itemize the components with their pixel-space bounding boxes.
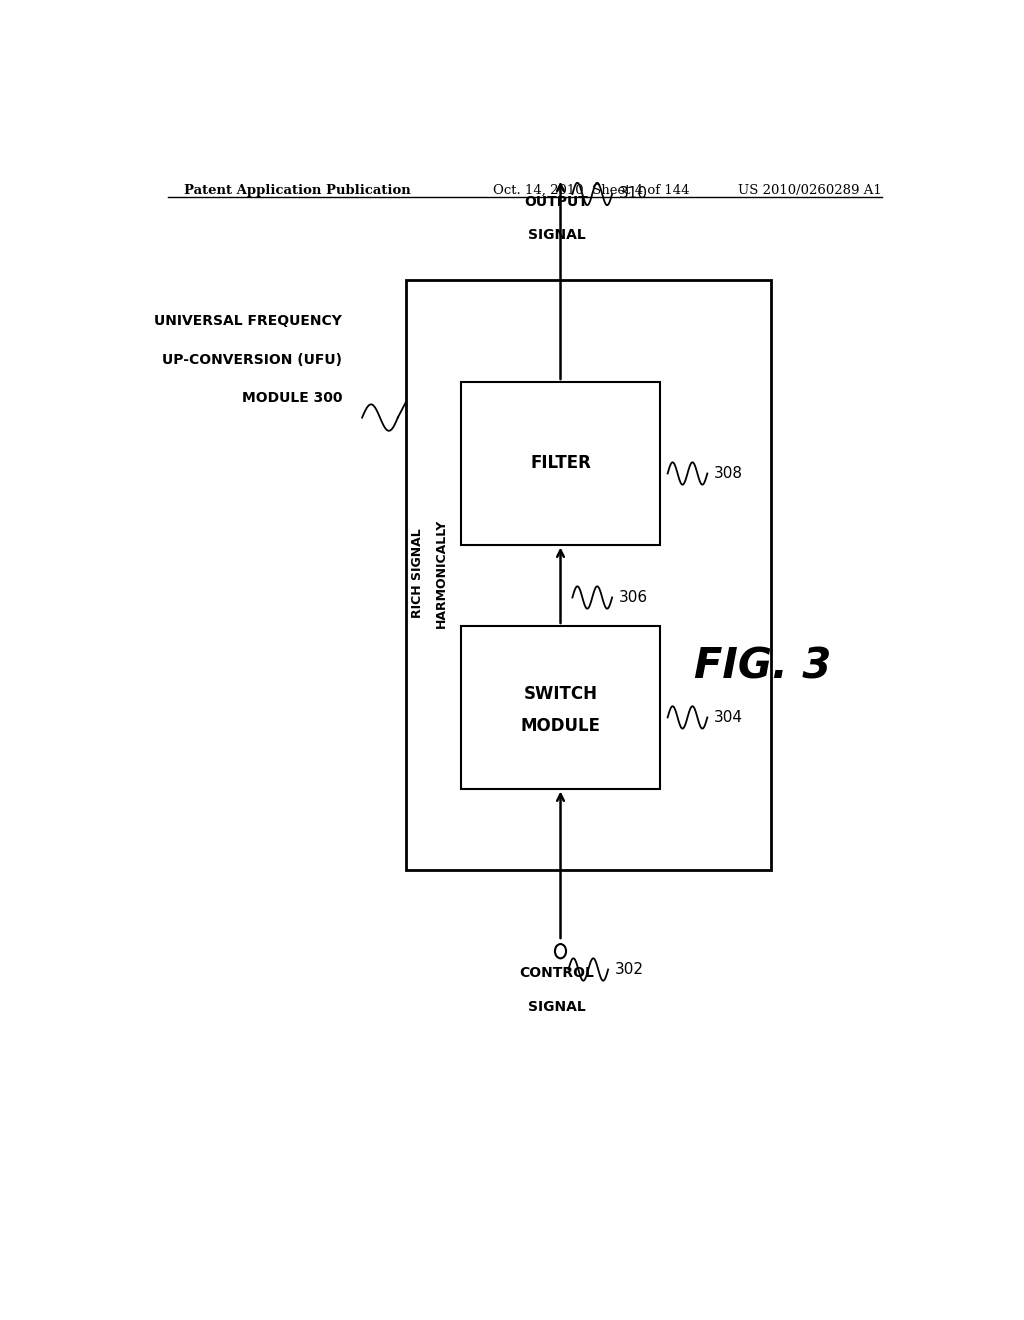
Text: 310: 310 bbox=[618, 186, 647, 202]
Text: SWITCH: SWITCH bbox=[523, 685, 598, 704]
Text: SIGNAL: SIGNAL bbox=[527, 227, 586, 242]
Bar bbox=[461, 626, 659, 788]
Text: 306: 306 bbox=[618, 590, 647, 605]
Text: HARMONICALLY: HARMONICALLY bbox=[435, 519, 447, 628]
Text: OUTPUT: OUTPUT bbox=[524, 195, 589, 209]
Text: CONTROL: CONTROL bbox=[519, 966, 594, 981]
Text: RICH SIGNAL: RICH SIGNAL bbox=[412, 528, 424, 618]
Text: Patent Application Publication: Patent Application Publication bbox=[183, 183, 411, 197]
Text: UNIVERSAL FREQUENCY: UNIVERSAL FREQUENCY bbox=[155, 314, 342, 329]
Text: UP-CONVERSION (UFU): UP-CONVERSION (UFU) bbox=[162, 352, 342, 367]
Text: FIG. 3: FIG. 3 bbox=[694, 645, 831, 688]
Text: SIGNAL: SIGNAL bbox=[527, 1001, 586, 1014]
Text: MODULE: MODULE bbox=[520, 717, 600, 734]
Text: 304: 304 bbox=[714, 710, 742, 725]
Text: 302: 302 bbox=[614, 962, 643, 977]
Text: Oct. 14, 2010  Sheet 4 of 144: Oct. 14, 2010 Sheet 4 of 144 bbox=[494, 183, 689, 197]
Bar bbox=[406, 280, 771, 870]
Text: 308: 308 bbox=[714, 466, 742, 480]
Bar bbox=[461, 381, 659, 545]
Text: FILTER: FILTER bbox=[530, 454, 591, 473]
Text: MODULE 300: MODULE 300 bbox=[242, 391, 342, 405]
Text: US 2010/0260289 A1: US 2010/0260289 A1 bbox=[738, 183, 882, 197]
